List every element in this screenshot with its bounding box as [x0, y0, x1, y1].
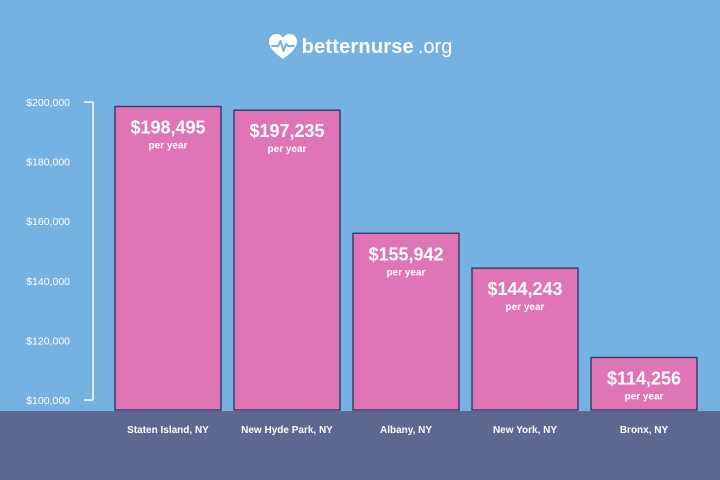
bar [590, 356, 698, 411]
bar-group: $197,235 per year [233, 109, 341, 411]
y-tick-label: $100,000 [26, 395, 70, 407]
bar-sublabel: per year [387, 267, 426, 278]
bar-sublabel: per year [149, 140, 188, 151]
bar-value-label: $114,256 [607, 369, 681, 389]
y-axis: $100,000 $120,000 $140,000 $160,000 $180,000… [26, 97, 94, 407]
brand-name: betternurse [301, 35, 414, 58]
brand-header: betternurse .org [0, 30, 720, 64]
category-label: Albany, NY [380, 425, 432, 436]
brand-tld: .org [417, 35, 453, 58]
bar-sublabel: per year [625, 392, 664, 403]
y-tick-label: $140,000 [26, 276, 70, 288]
bar-value-label: $197,235 [249, 121, 324, 141]
bar-group: $155,942 per year [352, 232, 460, 411]
bar-value-label: $144,243 [487, 279, 562, 299]
category-label: Staten Island, NY [127, 425, 209, 436]
bar-value-label: $198,495 [130, 117, 205, 137]
y-tick-label: $120,000 [26, 335, 70, 347]
heart-pulse-icon [268, 34, 297, 59]
brand-logo: betternurse .org [268, 33, 453, 61]
bar-sublabel: per year [506, 302, 545, 313]
bar-group: $144,243 per year [471, 267, 579, 411]
bar-value-label: $155,942 [368, 244, 443, 264]
y-tick-label: $180,000 [26, 157, 70, 169]
bar [233, 109, 341, 411]
category-label: Bronx, NY [620, 425, 669, 436]
baseline-band [0, 411, 720, 480]
category-label: New Hyde Park, NY [241, 425, 333, 436]
bar [471, 267, 579, 411]
category-label: New York, NY [493, 425, 557, 436]
y-tick-label: $160,000 [26, 216, 70, 228]
y-tick-label: $200,000 [26, 97, 70, 109]
bar-group: $114,256 per year [590, 356, 698, 411]
bar [114, 105, 222, 411]
category-labels: Staten Island, NY New Hyde Park, NY Albany… [127, 425, 668, 436]
bar-sublabel: per year [268, 144, 307, 155]
bar-group: $198,495 per year [114, 105, 222, 411]
bar [352, 232, 460, 411]
